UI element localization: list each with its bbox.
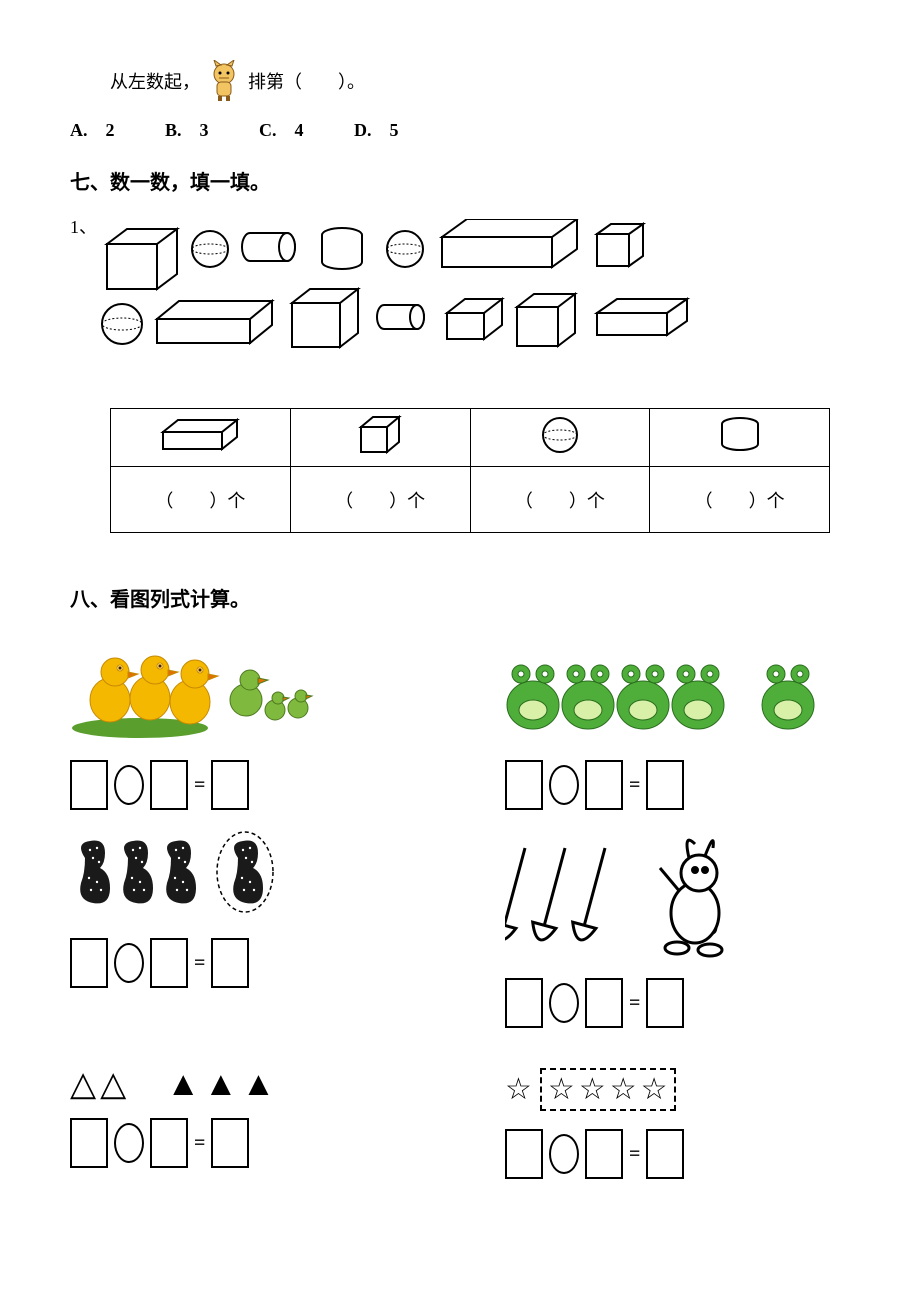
equals-sign: = xyxy=(629,1143,640,1166)
sphere-icon xyxy=(192,231,228,267)
triangle-filled-icon: ▲ xyxy=(166,1068,200,1102)
header-cylinder xyxy=(650,409,830,467)
result-box[interactable] xyxy=(646,978,684,1028)
triangle-filled-icon: ▲ xyxy=(242,1068,276,1102)
result-box[interactable] xyxy=(646,1129,684,1179)
star-icon: ☆ xyxy=(610,1072,637,1107)
option-d[interactable]: D. 5 xyxy=(354,120,399,140)
operand-box[interactable] xyxy=(70,760,108,810)
count-table: （ ）个 （ ）个 （ ）个 （ ）个 xyxy=(110,408,830,533)
cylinder-icon xyxy=(322,228,362,269)
q6-prefix: 从左数起， xyxy=(110,68,200,94)
header-cube xyxy=(290,409,470,467)
cube-icon xyxy=(597,224,643,266)
star-icon: ☆ xyxy=(548,1072,575,1107)
sec8-title: 八、看图列式计算。 xyxy=(70,583,850,612)
fill-cuboid[interactable]: （ ）个 xyxy=(111,467,291,533)
equals-sign: = xyxy=(194,1132,205,1155)
option-c[interactable]: C. 4 xyxy=(259,120,304,140)
cube-icon xyxy=(292,289,358,347)
result-box[interactable] xyxy=(211,938,249,988)
option-a[interactable]: A. 2 xyxy=(70,120,115,140)
peanuts-image xyxy=(70,828,415,918)
cuboid-icon xyxy=(597,299,687,335)
sec7-title: 七、数一数，填一填。 xyxy=(70,166,850,195)
operator-slot[interactable] xyxy=(549,765,579,805)
equation-triangles: = xyxy=(70,1118,415,1168)
result-box[interactable] xyxy=(646,760,684,810)
result-box[interactable] xyxy=(211,760,249,810)
cube-icon xyxy=(107,229,177,289)
operator-slot[interactable] xyxy=(114,1123,144,1163)
equation-chicks: = xyxy=(70,760,415,810)
equals-sign: = xyxy=(629,992,640,1015)
operand-box[interactable] xyxy=(585,978,623,1028)
cuboid-icon xyxy=(442,219,577,267)
equation-stars: = xyxy=(505,1129,850,1179)
chicks-ducks-image xyxy=(70,630,415,740)
operator-slot[interactable] xyxy=(549,983,579,1023)
header-cuboid xyxy=(111,409,291,467)
q6-sentence: 从左数起， 排第（ ）。 xyxy=(110,60,850,102)
star-icon: ☆ xyxy=(505,1073,532,1106)
cuboid-icon xyxy=(447,299,502,339)
equals-sign: = xyxy=(629,774,640,797)
cuboid-icon xyxy=(157,301,272,343)
triangle-filled-icon: ▲ xyxy=(204,1068,238,1102)
sphere-icon xyxy=(387,231,423,267)
equation-peanuts: = xyxy=(70,938,415,988)
operator-slot[interactable] xyxy=(114,765,144,805)
result-box[interactable] xyxy=(211,1118,249,1168)
cylinder-icon xyxy=(242,233,295,261)
operand-box[interactable] xyxy=(70,938,108,988)
operand-box[interactable] xyxy=(70,1118,108,1168)
stars-image: ☆ ☆☆☆☆ xyxy=(505,1068,850,1111)
fill-cylinder[interactable]: （ ）个 xyxy=(650,467,830,533)
star-icon: ☆ xyxy=(579,1072,606,1107)
operand-box[interactable] xyxy=(585,1129,623,1179)
operand-box[interactable] xyxy=(505,978,543,1028)
q6-options: A. 2 B. 3 C. 4 D. 5 xyxy=(70,116,850,142)
equals-sign: = xyxy=(194,774,205,797)
rabbit-shovel-image xyxy=(505,828,850,978)
triangle-empty-icon: △ xyxy=(100,1068,126,1102)
triangles-image: △△ ▲▲▲ xyxy=(70,1068,415,1102)
fill-sphere[interactable]: （ ）个 xyxy=(470,467,650,533)
operand-box[interactable] xyxy=(150,938,188,988)
equation-rabbit: = xyxy=(505,978,850,1028)
q1-label: 1、 xyxy=(70,213,97,239)
sphere-icon xyxy=(102,304,142,344)
shapes-assortment xyxy=(97,219,737,384)
operand-box[interactable] xyxy=(150,1118,188,1168)
q6-suffix: 排第（ ）。 xyxy=(248,68,365,94)
frogs-image xyxy=(505,630,850,740)
operand-box[interactable] xyxy=(505,1129,543,1179)
option-b[interactable]: B. 3 xyxy=(165,120,209,140)
equation-frogs: = xyxy=(505,760,850,810)
operator-slot[interactable] xyxy=(114,943,144,983)
header-sphere xyxy=(470,409,650,467)
operand-box[interactable] xyxy=(150,760,188,810)
star-icon: ☆ xyxy=(641,1072,668,1107)
operator-slot[interactable] xyxy=(549,1134,579,1174)
cylinder-icon xyxy=(377,305,424,329)
cat-icon xyxy=(204,60,244,102)
operand-box[interactable] xyxy=(505,760,543,810)
triangle-empty-icon: △ xyxy=(70,1068,96,1102)
fill-cube[interactable]: （ ）个 xyxy=(290,467,470,533)
cube-icon xyxy=(517,294,575,346)
operand-box[interactable] xyxy=(585,760,623,810)
equals-sign: = xyxy=(194,952,205,975)
